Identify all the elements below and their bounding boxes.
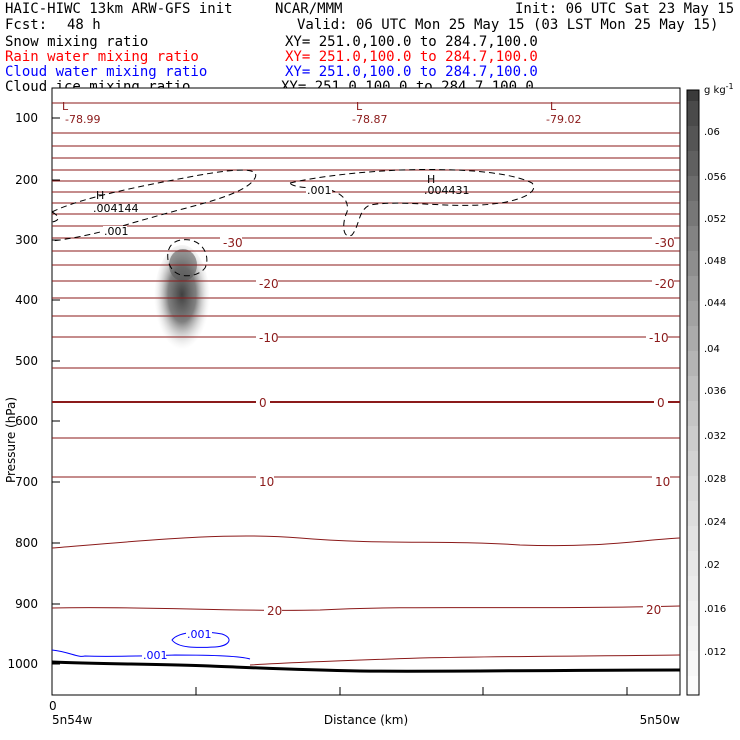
colorbar-unit-text: g kg xyxy=(704,85,726,96)
cloud-ice-labels: H .004144 H .004431 .001 .001 xyxy=(93,173,470,238)
x-left-label: 5n54w xyxy=(52,713,93,727)
temp-label-m30: -30 xyxy=(223,236,243,250)
fcst-label: Fcst: xyxy=(5,17,48,33)
temp-label-10-right: 10 xyxy=(655,475,670,489)
temp-label-m30-right: -30 xyxy=(655,236,675,250)
water-label-2: .001 xyxy=(143,649,168,662)
min-marker-1: L xyxy=(62,100,69,113)
ice-contour-label-2: .001 xyxy=(104,225,129,238)
ice-max-value-1: .004144 xyxy=(93,202,139,215)
temperature-labels: -30 -30 -20 -20 -10 -10 0 0 10 10 20 20 … xyxy=(62,100,675,618)
cb-tick-044: .044 xyxy=(704,298,726,309)
x-tick-0: 0 xyxy=(49,699,57,713)
x-ticks xyxy=(195,687,628,695)
cb-tick-036: .036 xyxy=(704,386,726,397)
plot-frame xyxy=(51,87,681,696)
fcst-value: 48 h xyxy=(67,17,101,33)
cb-tick-028: .028 xyxy=(704,474,726,485)
min-value-2: -78.87 xyxy=(352,113,387,126)
y-tick-900: 900 xyxy=(15,597,38,611)
cb-tick-060: .06 xyxy=(704,127,720,138)
temp-label-0: 0 xyxy=(259,396,267,410)
snow-shading xyxy=(154,245,210,355)
field-name-cloud-water: Cloud water mixing ratio xyxy=(5,64,208,80)
field-xy-snow: XY= 251.0,100.0 to 284.7,100.0 xyxy=(285,34,538,50)
y-tick-200: 200 xyxy=(15,173,38,187)
y-axis-label: Pressure (hPa) xyxy=(4,397,18,483)
y-tick-1000: 1000 xyxy=(7,657,38,671)
y-tick-600: 600 xyxy=(15,414,38,428)
cb-tick-020: .02 xyxy=(704,560,720,571)
ice-max-value-2: .004431 xyxy=(424,184,470,197)
y-tick-labels: 100 200 300 400 500 600 700 800 900 1000 xyxy=(7,111,38,671)
colorbar xyxy=(686,89,700,696)
min-value-3: -79.02 xyxy=(546,113,581,126)
cb-tick-012: .012 xyxy=(704,647,726,658)
y-tick-100: 100 xyxy=(15,111,38,125)
y-tick-500: 500 xyxy=(15,354,38,368)
min-marker-3: L xyxy=(550,100,557,113)
ice-max-marker-2: H xyxy=(427,173,435,186)
ice-max-marker-1: H xyxy=(96,189,104,202)
cb-tick-048: .048 xyxy=(704,256,726,267)
colorbar-unit-label: g kg-1 xyxy=(704,82,734,96)
terrain-line xyxy=(51,660,681,673)
temp-label-m10: -10 xyxy=(259,331,279,345)
field-xy-cloud-water: XY= 251.0,100.0 to 284.7,100.0 xyxy=(285,64,538,80)
colorbar-labels: .06 .056 .052 .048 .044 .04 .036 .032 .0… xyxy=(704,127,726,658)
center-label: NCAR/MMM xyxy=(275,1,343,17)
init-time: Init: 06 UTC Sat 23 May 15 xyxy=(515,1,735,17)
min-marker-2: L xyxy=(356,100,363,113)
y-ticks xyxy=(52,117,60,665)
temperature-contours xyxy=(51,102,681,666)
y-tick-800: 800 xyxy=(15,536,38,550)
temp-label-10: 10 xyxy=(259,475,274,489)
x-axis-label: Distance (km) xyxy=(324,713,408,727)
y-tick-300: 300 xyxy=(15,233,38,247)
cb-tick-024: .024 xyxy=(704,517,726,528)
temp-label-0-right: 0 xyxy=(657,396,665,410)
water-label-1: .001 xyxy=(187,628,212,641)
cb-tick-040: .04 xyxy=(704,344,720,355)
cb-tick-052: .052 xyxy=(704,214,726,225)
cloud-ice-contours xyxy=(51,169,535,277)
cloud-water-labels: .001 .001 xyxy=(142,628,212,662)
temp-label-m10-right: -10 xyxy=(649,331,669,345)
min-value-1: -78.99 xyxy=(65,113,100,126)
y-tick-400: 400 xyxy=(15,293,38,307)
y-tick-700: 700 xyxy=(15,475,38,489)
temp-label-20-right: 20 xyxy=(646,603,661,617)
x-right-label: 5n50w xyxy=(640,713,681,727)
valid-time: Valid: 06 UTC Mon 25 May 15 (03 LST Mon … xyxy=(297,17,719,33)
cb-tick-032: .032 xyxy=(704,431,726,442)
cb-tick-016: .016 xyxy=(704,604,726,615)
cb-tick-056: .056 xyxy=(704,172,726,183)
field-xy-rain: XY= 251.0,100.0 to 284.7,100.0 xyxy=(285,49,538,65)
ice-contour-label-1: .001 xyxy=(307,184,332,197)
temp-label-m20-right: -20 xyxy=(655,277,675,291)
temp-label-20: 20 xyxy=(267,604,282,618)
model-title: HAIC-HIWC 13km ARW-GFS init xyxy=(5,1,233,17)
temp-label-m20: -20 xyxy=(259,277,279,291)
field-name-rain: Rain water mixing ratio xyxy=(5,49,199,65)
field-name-snow: Snow mixing ratio xyxy=(5,34,149,50)
colorbar-unit-exp: -1 xyxy=(726,82,734,91)
